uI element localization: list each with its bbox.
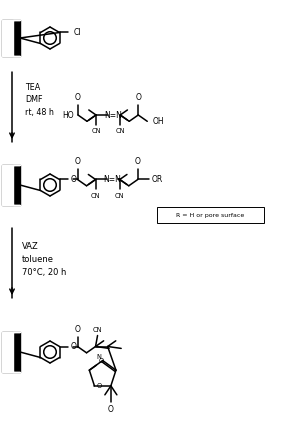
Text: VAZ
toluene
70°C, 20 h: VAZ toluene 70°C, 20 h	[22, 242, 67, 277]
Text: N=N: N=N	[103, 175, 121, 184]
Text: N: N	[97, 354, 102, 360]
Text: OR: OR	[152, 175, 163, 184]
Text: O: O	[75, 93, 81, 102]
Text: CN: CN	[93, 327, 102, 333]
Text: O: O	[70, 342, 76, 351]
Text: O: O	[75, 324, 80, 334]
Text: O: O	[135, 157, 141, 167]
Text: O: O	[135, 93, 141, 102]
Polygon shape	[2, 20, 20, 56]
Polygon shape	[2, 332, 20, 372]
Text: N=N: N=N	[105, 110, 123, 119]
Text: TEA
DMF
rt, 48 h: TEA DMF rt, 48 h	[25, 83, 54, 117]
Polygon shape	[2, 20, 20, 56]
Text: CN: CN	[91, 128, 101, 134]
FancyBboxPatch shape	[157, 207, 264, 223]
Text: OH: OH	[152, 117, 164, 126]
Polygon shape	[2, 165, 20, 205]
Polygon shape	[2, 332, 20, 372]
Text: Cl: Cl	[74, 28, 81, 37]
Polygon shape	[2, 165, 20, 205]
Text: HO: HO	[62, 110, 74, 119]
Text: O: O	[75, 157, 80, 167]
Text: CN: CN	[115, 194, 125, 200]
Text: R = H or pore surface: R = H or pore surface	[176, 212, 244, 218]
Text: O: O	[70, 175, 76, 184]
Text: CN: CN	[115, 128, 125, 134]
Text: CN: CN	[91, 194, 100, 200]
Text: O: O	[108, 405, 114, 414]
Text: O: O	[97, 383, 102, 389]
Text: O: O	[98, 358, 104, 364]
